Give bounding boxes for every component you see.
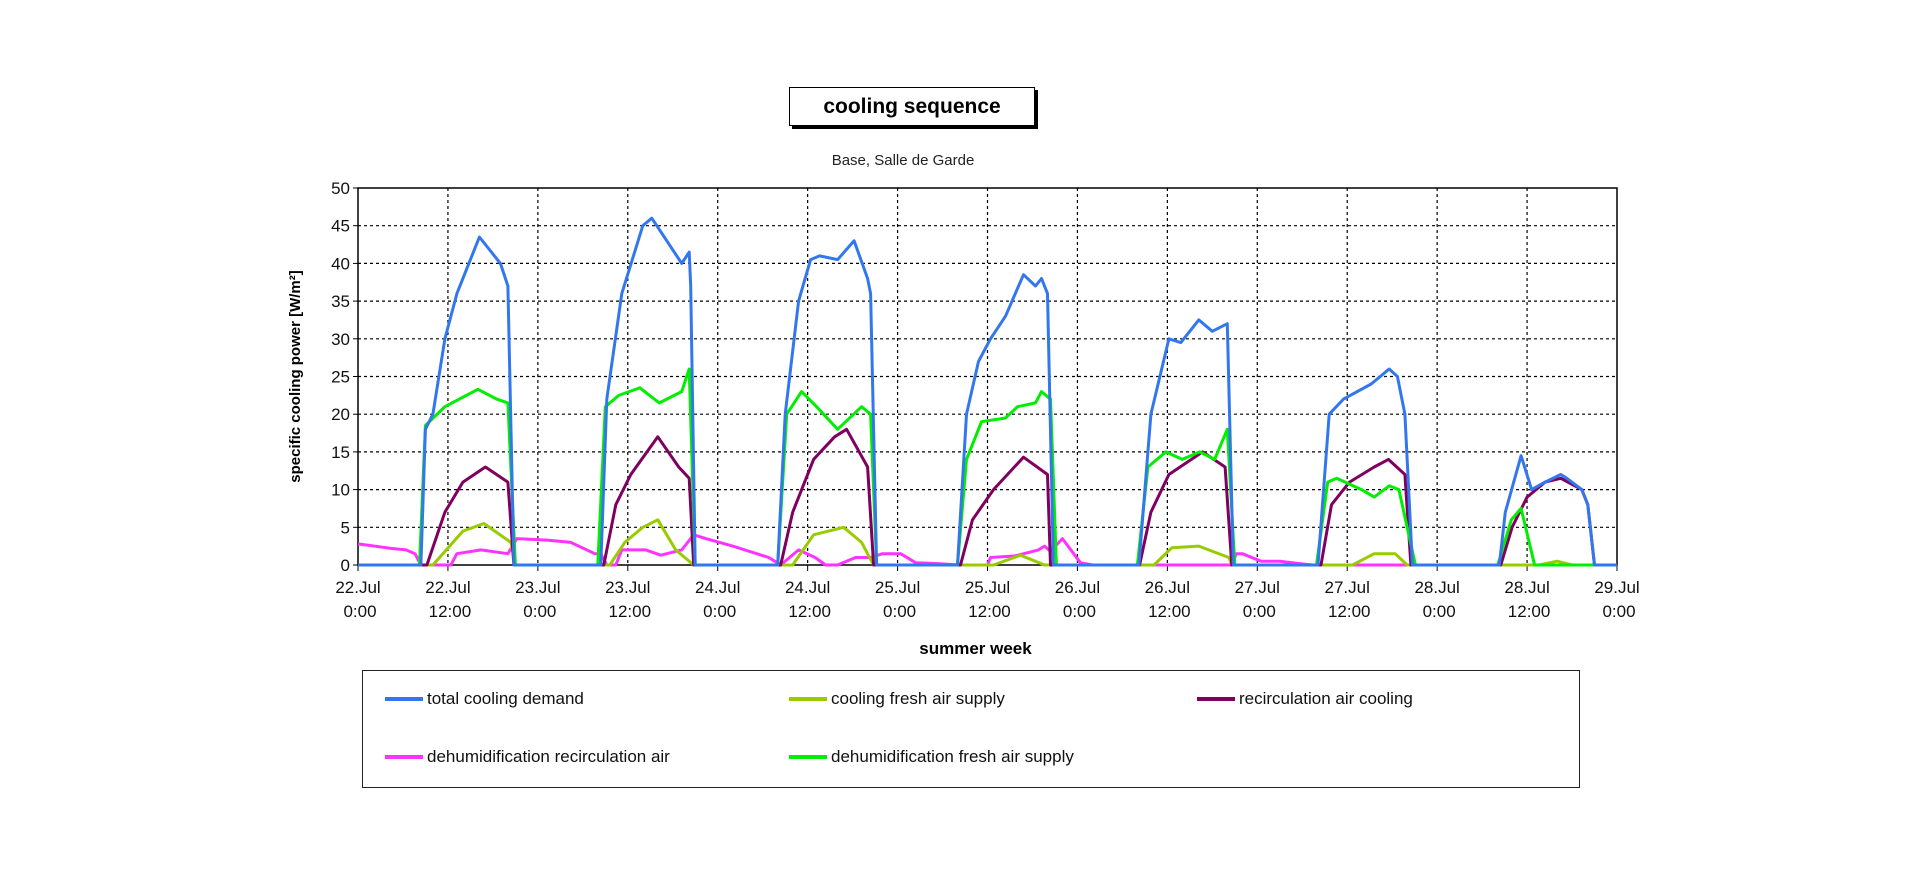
x-tick-label-time: 12:00 xyxy=(968,602,1011,621)
x-tick-label-date: 26.Jul xyxy=(1055,578,1100,597)
x-tick-label-date: 25.Jul xyxy=(875,578,920,597)
chart-title: cooling sequence xyxy=(789,87,1035,126)
legend-label: total cooling demand xyxy=(427,689,584,708)
y-tick-label: 30 xyxy=(331,330,350,349)
x-tick-label-date: 26.Jul xyxy=(1145,578,1190,597)
chart-subtitle: Base, Salle de Garde xyxy=(831,152,975,169)
x-tick-label-date: 27.Jul xyxy=(1325,578,1370,597)
x-tick-label-time: 12:00 xyxy=(1328,602,1371,621)
x-axis-label: summer week xyxy=(919,639,1032,658)
x-tick-label-date: 29.Jul xyxy=(1594,578,1639,597)
x-tick-label-date: 28.Jul xyxy=(1504,578,1549,597)
legend-item-dehumidification-recirculation-air: dehumidification recirculation air xyxy=(385,747,670,767)
legend-swatch xyxy=(385,697,423,701)
x-tick-label-date: 24.Jul xyxy=(785,578,830,597)
series-line-total-cooling-demand xyxy=(358,216,1617,567)
legend-label: dehumidification fresh air supply xyxy=(831,747,1074,766)
legend: total cooling demand cooling fresh air s… xyxy=(362,670,1580,788)
y-tick-label: 50 xyxy=(331,179,350,198)
legend-item-dehumidification-fresh-air-supply: dehumidification fresh air supply xyxy=(789,747,1074,767)
legend-item-cooling-fresh-air-supply: cooling fresh air supply xyxy=(789,689,1005,709)
y-tick-label: 15 xyxy=(331,443,350,462)
x-tick-label-date: 23.Jul xyxy=(515,578,560,597)
y-axis-label: specific cooling power [W/m²] xyxy=(287,270,304,483)
x-tick-label-date: 24.Jul xyxy=(695,578,740,597)
legend-item-recirculation-air-cooling: recirculation air cooling xyxy=(1197,689,1413,709)
x-tick-label-time: 0:00 xyxy=(703,602,736,621)
x-tick-label-time: 12:00 xyxy=(429,602,472,621)
legend-item-total-cooling-demand: total cooling demand xyxy=(385,689,584,709)
legend-swatch xyxy=(789,755,827,759)
x-tick-label-time: 12:00 xyxy=(1508,602,1551,621)
y-tick-label: 20 xyxy=(331,405,350,424)
legend-swatch xyxy=(789,697,827,701)
x-tick-label-date: 25.Jul xyxy=(965,578,1010,597)
legend-label: cooling fresh air supply xyxy=(831,689,1005,708)
x-tick-label-time: 0:00 xyxy=(1243,602,1276,621)
series-line-dehumidification-fresh-air-supply xyxy=(358,367,1617,567)
x-tick-label-date: 27.Jul xyxy=(1235,578,1280,597)
legend-label: dehumidification recirculation air xyxy=(427,747,670,766)
x-tick-label-time: 0:00 xyxy=(1602,602,1635,621)
x-tick-label-time: 12:00 xyxy=(609,602,652,621)
x-tick-label-date: 28.Jul xyxy=(1414,578,1459,597)
legend-swatch xyxy=(1197,697,1235,701)
x-tick-label-time: 0:00 xyxy=(523,602,556,621)
x-tick-label-time: 12:00 xyxy=(1148,602,1191,621)
x-tick-label-date: 22.Jul xyxy=(335,578,380,597)
legend-label: recirculation air cooling xyxy=(1239,689,1413,708)
y-tick-label: 0 xyxy=(341,556,350,575)
y-tick-label: 35 xyxy=(331,292,350,311)
x-tick-label-time: 0:00 xyxy=(883,602,916,621)
x-tick-label-time: 0:00 xyxy=(1063,602,1096,621)
x-tick-label-time: 12:00 xyxy=(788,602,831,621)
legend-swatch xyxy=(385,755,423,759)
y-tick-label: 40 xyxy=(331,254,350,273)
y-tick-label: 10 xyxy=(331,481,350,500)
y-tick-label: 5 xyxy=(341,518,350,537)
x-tick-label-date: 22.Jul xyxy=(425,578,470,597)
y-tick-label: 45 xyxy=(331,217,350,236)
x-tick-label-date: 23.Jul xyxy=(605,578,650,597)
x-tick-label-time: 0:00 xyxy=(343,602,376,621)
y-tick-label: 25 xyxy=(331,368,350,387)
x-tick-label-time: 0:00 xyxy=(1423,602,1456,621)
